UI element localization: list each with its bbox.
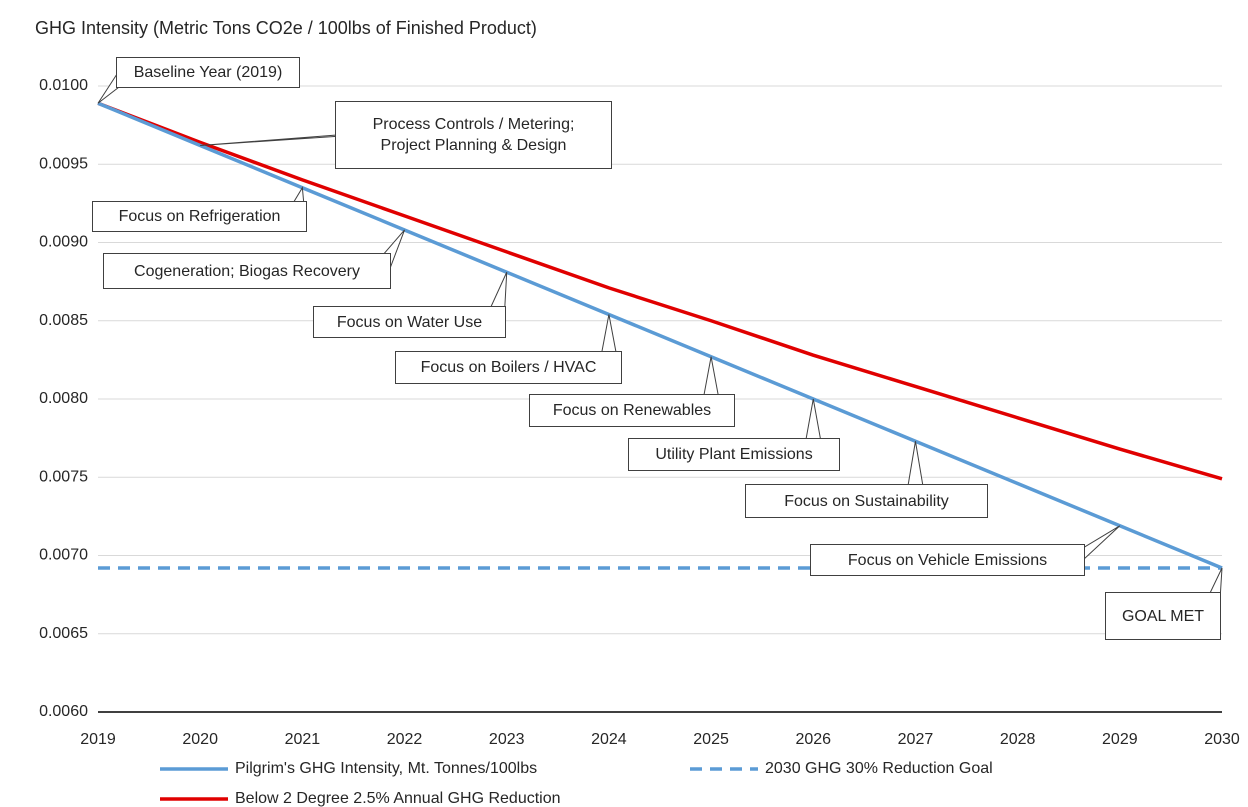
series-line [97, 101, 1223, 570]
callout: Focus on Renewables [529, 394, 735, 427]
y-tick-label: 0.0090 [39, 234, 88, 251]
x-tick-label: 2027 [898, 731, 934, 748]
callout: Focus on Boilers / HVAC [395, 351, 622, 384]
callout: Focus on Refrigeration [92, 201, 307, 232]
x-tick-label: 2023 [489, 731, 525, 748]
callout: Baseline Year (2019) [116, 57, 300, 88]
y-tick-label: 0.0085 [39, 312, 88, 329]
x-tick-label: 2029 [1102, 731, 1138, 748]
x-tick-label: 2022 [387, 731, 423, 748]
x-tick-label: 2030 [1204, 731, 1240, 748]
legend-label: 2030 GHG 30% Reduction Goal [765, 760, 993, 777]
y-tick-label: 0.0065 [39, 625, 88, 642]
x-tick-label: 2020 [182, 731, 218, 748]
callout: Utility Plant Emissions [628, 438, 840, 471]
y-tick-label: 0.0080 [39, 390, 88, 407]
y-tick-label: 0.0070 [39, 547, 88, 564]
y-tick-label: 0.0075 [39, 468, 88, 485]
legend-label: Pilgrim's GHG Intensity, Mt. Tonnes/100l… [235, 760, 537, 777]
callout: Focus on Water Use [313, 306, 506, 338]
callout: GOAL MET [1105, 592, 1221, 640]
x-tick-label: 2024 [591, 731, 627, 748]
callout: Cogeneration; Biogas Recovery [103, 253, 391, 289]
callout: Focus on Vehicle Emissions [810, 544, 1085, 576]
legend-label: Below 2 Degree 2.5% Annual GHG Reduction [235, 790, 561, 807]
x-tick-label: 2021 [285, 731, 321, 748]
y-tick-label: 0.0095 [39, 155, 88, 172]
callout: Focus on Sustainability [745, 484, 988, 518]
series-line [97, 101, 1223, 481]
y-tick-label: 0.0100 [39, 77, 88, 94]
callout-pointer [200, 134, 358, 146]
x-tick-label: 2019 [80, 731, 116, 748]
x-tick-label: 2028 [1000, 731, 1036, 748]
y-tick-label: 0.0060 [39, 703, 88, 720]
x-tick-label: 2026 [795, 731, 831, 748]
x-tick-label: 2025 [693, 731, 729, 748]
callout: Process Controls / Metering; Project Pla… [335, 101, 612, 169]
chart-title: GHG Intensity (Metric Tons CO2e / 100lbs… [35, 18, 537, 38]
